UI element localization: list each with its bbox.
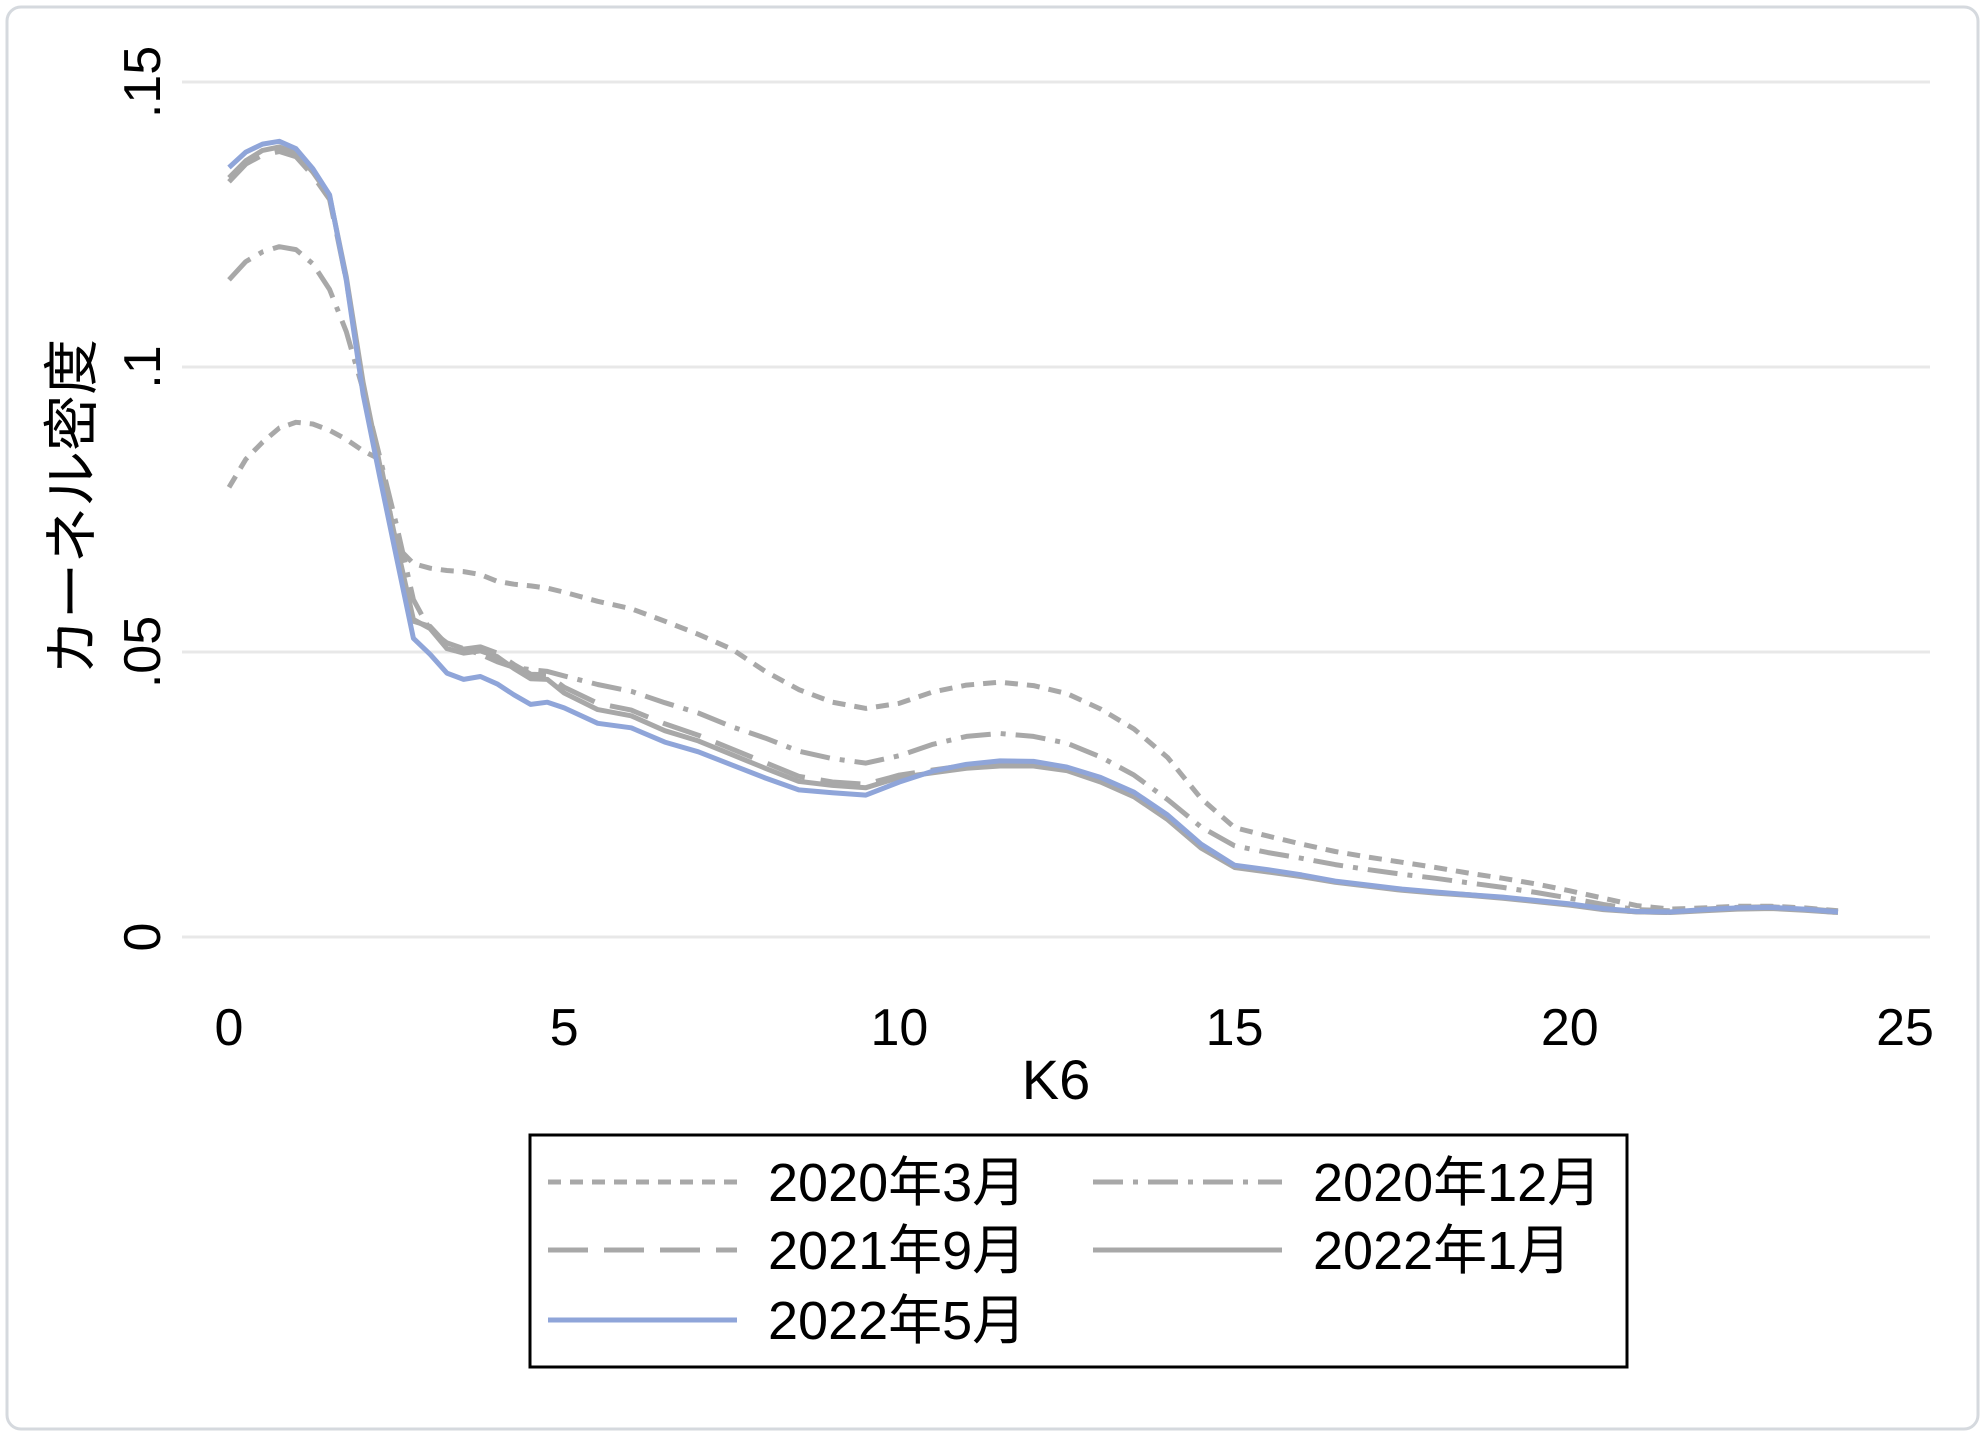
x-tick-label: 25 bbox=[1876, 999, 1934, 1057]
series-line-1 bbox=[227, 244, 1839, 914]
y-axis-title: カーネル密度 bbox=[41, 339, 104, 675]
legend-label-2: 2021年9月 bbox=[768, 1221, 1026, 1281]
x-tick-label: 15 bbox=[1206, 999, 1264, 1057]
x-tick-label: 10 bbox=[870, 999, 928, 1057]
x-tick-label: 5 bbox=[550, 999, 579, 1057]
x-tick-labels: 0 5 10 15 20 25 bbox=[215, 999, 1934, 1057]
legend-label-4: 2022年5月 bbox=[768, 1291, 1026, 1351]
series-line-0 bbox=[226, 419, 1839, 914]
gridlines bbox=[182, 80, 1930, 939]
series-line-3 bbox=[227, 144, 1839, 915]
y-tick-label: .15 bbox=[114, 46, 172, 118]
series-line-2 bbox=[227, 149, 1839, 915]
legend-box bbox=[528, 1133, 1629, 1369]
legend-label-3: 2022年1月 bbox=[1313, 1221, 1571, 1281]
y-tick-label: 0 bbox=[114, 923, 172, 952]
y-tick-label: .05 bbox=[114, 616, 172, 688]
figure-border bbox=[5, 5, 1980, 1431]
x-tick-label: 20 bbox=[1541, 999, 1599, 1057]
y-tick-label: .1 bbox=[114, 345, 172, 388]
series-line-4 bbox=[227, 138, 1839, 915]
legend: 2020年3月 2020年12月 2021年9月 2022年1月 2022年5月 bbox=[528, 1133, 1629, 1369]
y-tick-labels: 0 .05 .1 .15 bbox=[114, 46, 172, 952]
legend-label-1: 2020年12月 bbox=[1313, 1153, 1601, 1213]
legend-label-0: 2020年3月 bbox=[768, 1153, 1026, 1213]
x-axis-title: K6 bbox=[1022, 1048, 1091, 1111]
series-lines bbox=[226, 138, 1839, 915]
x-tick-label: 0 bbox=[215, 999, 244, 1057]
